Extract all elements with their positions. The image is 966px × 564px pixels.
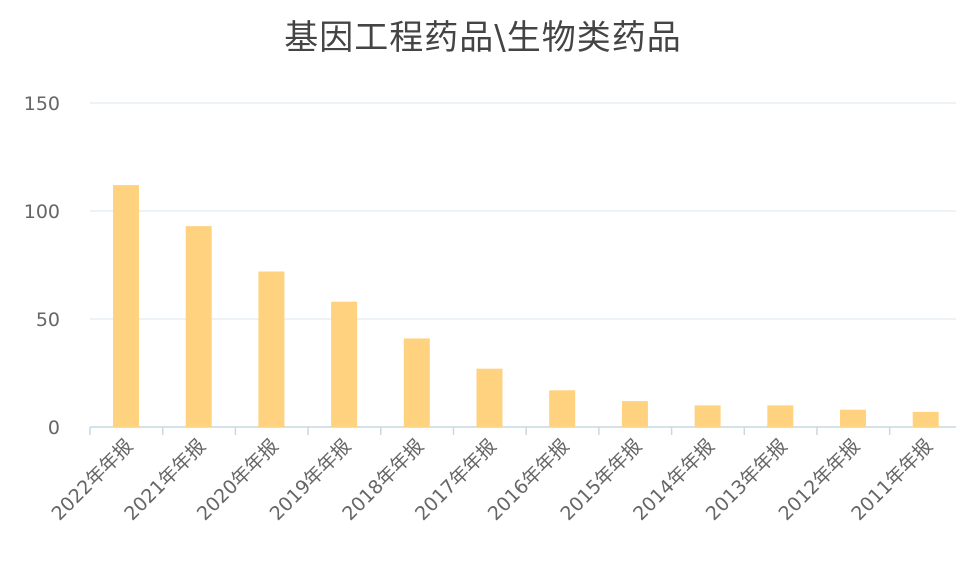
bar-2017年年报 xyxy=(476,368,503,427)
bar-2019年年报 xyxy=(331,301,358,427)
y-tick-label: 150 xyxy=(24,93,60,115)
y-tick-label: 100 xyxy=(24,201,60,223)
bar-2022年年报 xyxy=(113,185,139,427)
bar-2018年年报 xyxy=(403,338,430,427)
bar-2016年年报 xyxy=(549,390,576,427)
bar-2015年年报 xyxy=(621,401,648,427)
y-tick-label: 0 xyxy=(48,417,60,439)
y-tick-label: 50 xyxy=(36,309,60,331)
bar-2012年年报 xyxy=(840,409,866,427)
bar-2020年年报 xyxy=(258,271,285,427)
bar-2011年年报 xyxy=(912,411,939,427)
chart-title: 基因工程药品\生物类药品 xyxy=(284,18,682,58)
bar-2014年年报 xyxy=(694,405,721,427)
bar-2021年年报 xyxy=(185,226,212,427)
bar-2013年年报 xyxy=(767,405,794,427)
